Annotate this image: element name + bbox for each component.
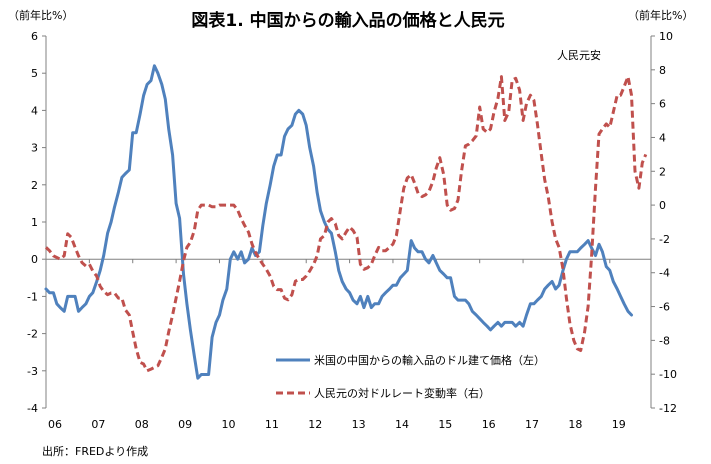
x-tick-label: 08	[135, 418, 149, 431]
right-tick-label: -4	[659, 267, 670, 280]
legend-label-import-price: 米国の中国からの輸入品のドル建て価格（左）	[314, 353, 545, 367]
x-tick-label: 15	[438, 418, 452, 431]
right-tick-label: -2	[659, 233, 670, 246]
x-tick-label: 19	[612, 418, 626, 431]
x-tick-label: 07	[91, 418, 105, 431]
right-axis-unit-label: （前年比%）	[628, 8, 693, 22]
right-tick-label: -6	[659, 301, 670, 314]
x-tick-label: 06	[48, 418, 62, 431]
left-tick-label: -3	[27, 365, 38, 378]
source-note: 出所：FREDより作成	[42, 444, 148, 458]
series-line-yuan-rate	[44, 75, 648, 373]
left-tick-label: 3	[31, 142, 38, 155]
chart-title: 図表1. 中国からの輸入品の価格と人民元	[191, 10, 504, 31]
right-tick-label: 4	[659, 131, 666, 144]
left-tick-label: 1	[31, 216, 38, 229]
legend-label-yuan-rate: 人民元の対ドルレート変動率（右）	[314, 386, 490, 400]
left-tick-label: 0	[31, 253, 38, 266]
right-tick-label: -12	[659, 402, 677, 415]
left-tick-label: 4	[31, 104, 38, 117]
left-tick-label: 5	[31, 67, 38, 80]
right-tick-label: -10	[659, 368, 677, 381]
left-tick-label: 6	[31, 30, 38, 43]
left-tick-label: -4	[27, 402, 38, 415]
right-tick-label: 2	[659, 165, 666, 178]
right-tick-label: 0	[659, 199, 666, 212]
right-tick-label: 8	[659, 64, 666, 77]
legend: 米国の中国からの輸入品のドル建て価格（左） 人民元の対ドルレート変動率（右）	[276, 353, 545, 400]
right-tick-label: 6	[659, 98, 666, 111]
left-tick-label: 2	[31, 179, 38, 192]
x-tick-label: 14	[395, 418, 409, 431]
yuan-weak-annotation: 人民元安	[557, 48, 601, 62]
left-axis-unit-label: （前年比%）	[8, 8, 73, 22]
x-tick-label: 10	[221, 418, 235, 431]
series-line-import-price	[44, 64, 633, 380]
left-tick-label: -1	[27, 290, 38, 303]
x-tick-label: 18	[568, 418, 582, 431]
x-tick-label: 13	[352, 418, 366, 431]
x-tick-label: 09	[178, 418, 192, 431]
x-tick-label: 12	[308, 418, 322, 431]
x-tick-label: 17	[525, 418, 539, 431]
series-layer	[44, 64, 648, 380]
right-tick-label: -8	[659, 334, 670, 347]
left-tick-label: -2	[27, 328, 38, 341]
x-tick-label: 11	[265, 418, 279, 431]
right-tick-label: 10	[659, 30, 673, 43]
x-tick-label: 16	[482, 418, 496, 431]
